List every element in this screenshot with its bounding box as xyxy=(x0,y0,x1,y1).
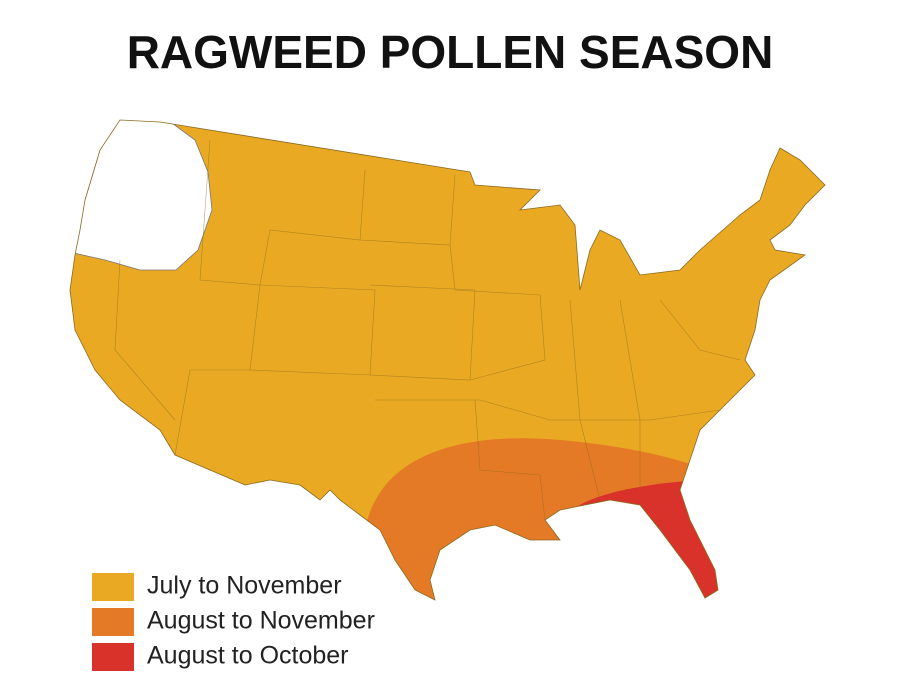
legend-label: August to October xyxy=(147,642,349,670)
legend-swatch xyxy=(92,608,134,636)
legend-label: August to November xyxy=(147,607,375,635)
legend: July to November August to November August… xyxy=(92,572,375,671)
us-map xyxy=(70,120,825,600)
region xyxy=(578,480,740,600)
legend-swatch xyxy=(92,643,134,671)
us-outline xyxy=(69,119,826,601)
legend-swatch xyxy=(92,573,134,601)
legend-label: July to November xyxy=(147,572,342,600)
no-season-area xyxy=(70,120,213,271)
map-title: RAGWEED POLLEN SEASON xyxy=(127,26,774,78)
state-borders xyxy=(114,139,741,521)
